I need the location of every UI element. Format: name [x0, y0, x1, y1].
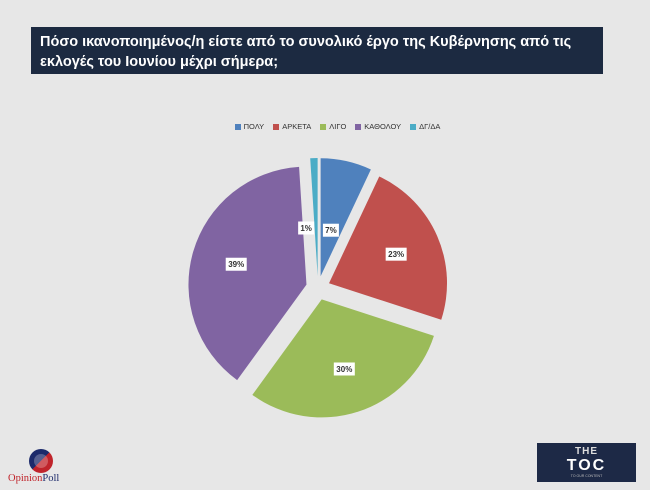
pie-slice-4 [188, 166, 307, 381]
data-label-5: 1% [298, 221, 315, 235]
legend-swatch [273, 123, 280, 130]
data-label-box [385, 247, 407, 261]
legend-item-5: ΔΓ/ΔΑ [410, 122, 440, 131]
legend-item-1: ΠΟΛΥ [234, 122, 265, 131]
opinion-poll-logo: OpinionPoll [8, 449, 78, 485]
legend-swatch [320, 123, 327, 130]
data-label-text: 1% [300, 224, 312, 233]
data-label-text: 30% [336, 365, 352, 374]
toc-logo-sub: TO OUR CONTENT [570, 474, 603, 478]
legend-item-2: ΑΡΚΕΤΑ [273, 122, 311, 131]
legend-label: ΑΡΚΕΤΑ [282, 122, 312, 131]
logo-text-part2: Poll [42, 473, 60, 484]
data-label-2: 23% [385, 247, 407, 261]
data-label-text: 23% [388, 250, 404, 259]
legend-item-4: ΚΑΘΟΛΟΥ [355, 122, 401, 131]
data-label-1: 7% [322, 223, 339, 237]
legend-label: ΚΑΘΟΛΟΥ [364, 122, 402, 131]
legend-label: ΠΟΛΥ [243, 122, 265, 131]
toc-logo-top: THE [575, 446, 598, 457]
legend-label: ΔΓ/ΔΑ [419, 122, 441, 131]
opinion-poll-logo-text: OpinionPoll [8, 473, 59, 484]
legend-item-3: ΛΙΓΟ [320, 122, 346, 131]
data-label-text: 7% [325, 226, 337, 235]
pie-slice-3 [252, 299, 434, 418]
data-label-box [298, 221, 315, 235]
data-label-text: 39% [228, 260, 244, 269]
logo-text-part1: Opinion [8, 473, 43, 484]
data-label-box [322, 223, 339, 237]
data-label-4: 39% [225, 257, 247, 271]
legend-swatch [355, 123, 362, 130]
the-toc-logo: THE TOC TO OUR CONTENT [537, 443, 636, 482]
chart-title: Πόσο ικανοποιημένος/η είστε από το συνολ… [31, 27, 603, 74]
legend-label: ΛΙΓΟ [329, 122, 347, 131]
pie-slice-1 [320, 158, 371, 277]
data-label-3: 30% [333, 362, 355, 376]
legend-swatch [410, 123, 417, 130]
toc-logo-main: TOC [566, 457, 607, 474]
legend-swatch [234, 123, 241, 130]
opinion-poll-logo-icon [29, 449, 53, 473]
data-label-box [225, 257, 247, 271]
data-label-box [333, 362, 355, 376]
chart-legend: ΠΟΛΥ ΑΡΚΕΤΑ ΛΙΓΟ ΚΑΘΟΛΟΥ ΔΓ/ΔΑ [0, 122, 650, 131]
pie-slice-5 [310, 158, 318, 277]
